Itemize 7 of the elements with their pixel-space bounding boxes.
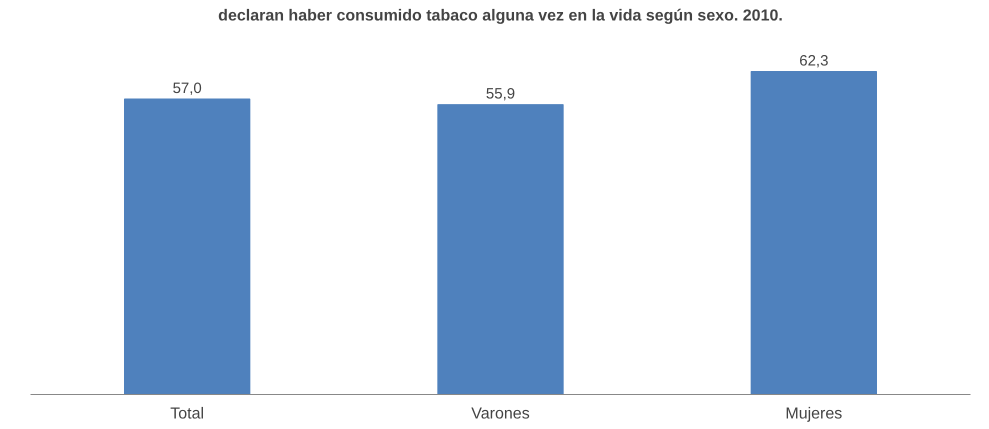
data-label: 62,3: [799, 52, 828, 70]
data-label: 57,0: [172, 80, 202, 97]
x-tick-label: Total: [170, 406, 204, 422]
data-label: 55,9: [486, 86, 516, 103]
chart-title: declaran haber consumido tabaco alguna vez en la vida según sexo. 2010.: [218, 8, 783, 24]
x-tick-label: Varones: [471, 406, 530, 422]
x-tick-label: Mujeres: [785, 406, 842, 422]
